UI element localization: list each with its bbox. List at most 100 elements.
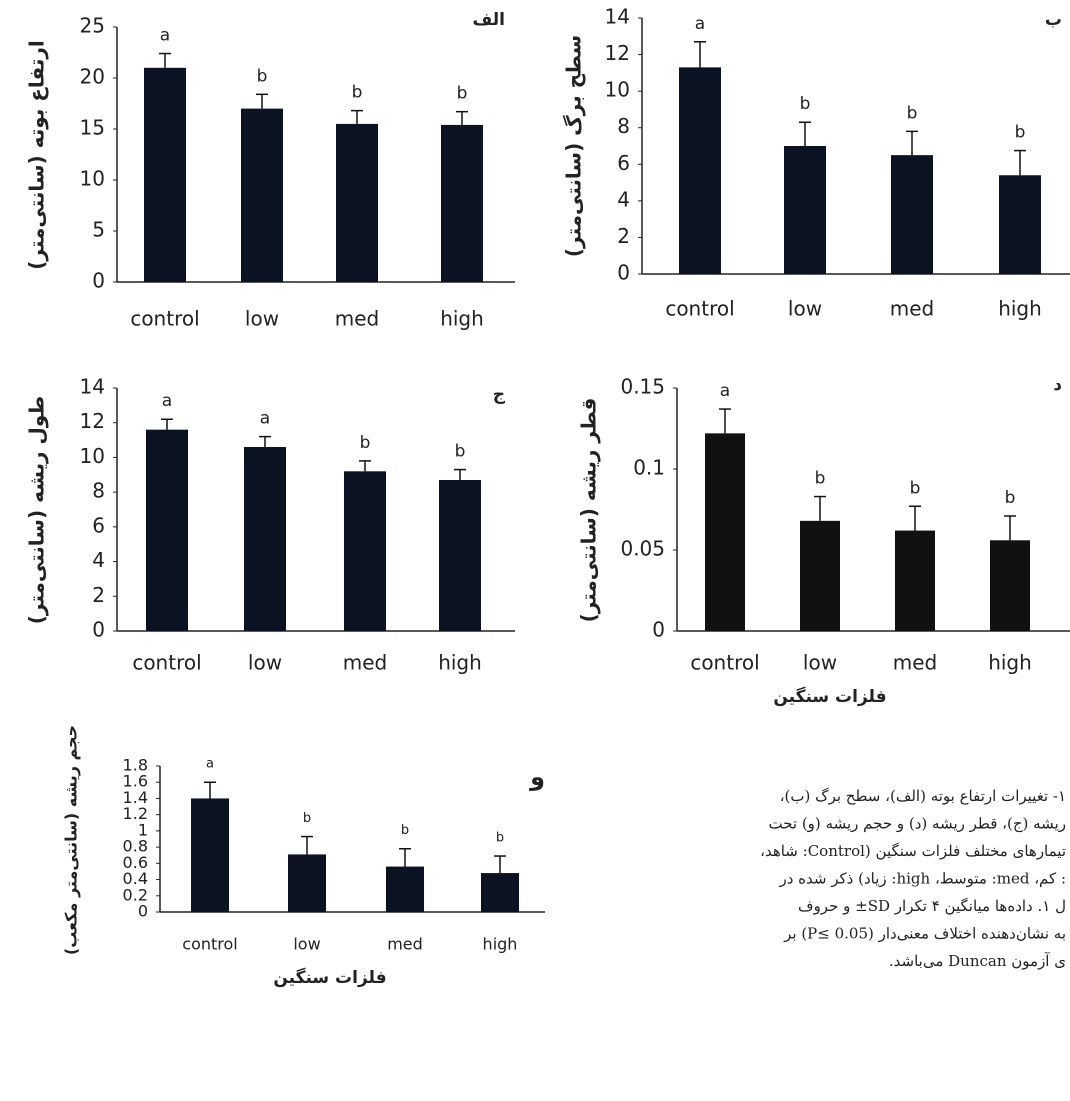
caption-line: ل ۱. داده‌ها میانگین ۴ تکرار SD± و حروف bbox=[798, 897, 1066, 915]
y-tick-label: 1 bbox=[138, 820, 148, 839]
y-tick-label: 0.15 bbox=[620, 375, 665, 399]
x-tick-label: control bbox=[132, 651, 201, 675]
y-tick-label: 0.6 bbox=[123, 853, 148, 872]
significance-letter: b bbox=[1015, 123, 1026, 143]
y-axis-title: حجم ریشه (سانتی‌متر مکعب) bbox=[62, 725, 81, 955]
bar bbox=[990, 540, 1030, 631]
y-tick-label: 0 bbox=[92, 269, 105, 293]
y-tick-label: 2 bbox=[92, 583, 105, 607]
significance-letter: a bbox=[695, 14, 705, 34]
x-tick-label: high bbox=[483, 935, 518, 954]
x-tick-label: high bbox=[438, 651, 482, 675]
significance-letter: a bbox=[160, 26, 170, 46]
significance-letter: b bbox=[496, 831, 504, 846]
panel-label: ج bbox=[493, 385, 506, 405]
significance-letter: b bbox=[907, 103, 918, 123]
x-tick-label: med bbox=[335, 307, 379, 331]
y-tick-label: 4 bbox=[92, 548, 105, 572]
bar bbox=[146, 429, 188, 631]
bar bbox=[784, 146, 826, 274]
y-tick-label: 25 bbox=[80, 14, 105, 38]
caption-line: تیمارهای مختلف فلزات سنگین (Control: شاه… bbox=[760, 842, 1066, 860]
panel-label: ب bbox=[1045, 10, 1062, 30]
bar bbox=[241, 108, 283, 282]
significance-letter: b bbox=[455, 442, 466, 462]
bar bbox=[244, 447, 286, 631]
bar bbox=[679, 67, 721, 274]
y-tick-label: 14 bbox=[80, 375, 105, 399]
significance-letter: b bbox=[910, 478, 921, 498]
y-tick-label: 6 bbox=[92, 513, 105, 537]
significance-letter: b bbox=[457, 84, 468, 104]
significance-letter: b bbox=[1005, 488, 1016, 508]
bar bbox=[800, 520, 840, 631]
x-tick-label: high bbox=[440, 307, 484, 331]
x-tick-label: control bbox=[130, 307, 199, 331]
panel-label: الف bbox=[473, 10, 505, 30]
bar bbox=[288, 854, 326, 912]
x-axis-title: فلزات سنگین bbox=[273, 967, 386, 988]
x-axis-title: فلزات سنگین bbox=[773, 686, 886, 707]
bar bbox=[895, 530, 935, 631]
caption-line: : کم، med: متوسط، high: زیاد) ذکر شده در bbox=[778, 870, 1066, 888]
y-tick-label: 0.4 bbox=[123, 869, 148, 888]
significance-letter: a bbox=[260, 409, 270, 429]
caption-line: ریشه (ج)، قطر ریشه (د) و حجم ریشه (و) تح… bbox=[768, 815, 1066, 833]
x-tick-label: med bbox=[387, 935, 423, 954]
bar bbox=[144, 67, 186, 282]
bar bbox=[336, 123, 378, 283]
bar bbox=[481, 873, 519, 912]
significance-letter: b bbox=[800, 94, 811, 114]
y-tick-label: 0.8 bbox=[123, 837, 148, 856]
x-tick-label: control bbox=[665, 297, 734, 321]
x-tick-label: low bbox=[803, 651, 837, 675]
bar bbox=[386, 866, 424, 912]
y-tick-label: 12 bbox=[605, 41, 630, 65]
y-tick-label: 10 bbox=[80, 444, 105, 468]
significance-letter: a bbox=[206, 757, 214, 772]
y-axis-title: سطح برگ (سانتی‌متر) bbox=[562, 35, 586, 257]
y-tick-label: 10 bbox=[80, 167, 105, 191]
y-tick-label: 0 bbox=[138, 902, 148, 921]
x-tick-label: high bbox=[988, 651, 1032, 675]
panel-label: د bbox=[1053, 375, 1062, 395]
y-tick-label: 1.2 bbox=[123, 804, 148, 823]
x-tick-label: med bbox=[890, 297, 934, 321]
bar bbox=[191, 798, 229, 912]
y-axis-title: طول ریشه (سانتی‌متر) bbox=[25, 396, 49, 625]
y-tick-label: 2 bbox=[617, 224, 630, 248]
x-tick-label: med bbox=[893, 651, 937, 675]
significance-letter: b bbox=[257, 66, 268, 86]
bar bbox=[344, 471, 386, 631]
y-tick-label: 0.05 bbox=[620, 537, 665, 561]
y-tick-label: 20 bbox=[80, 65, 105, 89]
y-tick-label: 4 bbox=[617, 187, 630, 211]
y-tick-label: 8 bbox=[92, 479, 105, 503]
significance-letter: a bbox=[720, 381, 730, 401]
bar bbox=[999, 175, 1041, 274]
x-tick-label: low bbox=[248, 651, 282, 675]
y-axis-title: قطر ریشه (سانتی‌متر) bbox=[577, 398, 601, 623]
significance-letter: b bbox=[352, 83, 363, 103]
panel-label: و bbox=[529, 763, 545, 791]
y-tick-label: 1.6 bbox=[123, 772, 148, 791]
bar bbox=[891, 155, 933, 274]
caption-line: به نشان‌دهنده اختلاف معنی‌دار (P≤ 0.05) … bbox=[783, 925, 1066, 943]
y-tick-label: 0 bbox=[92, 618, 105, 642]
y-tick-label: 10 bbox=[605, 78, 630, 102]
significance-letter: b bbox=[401, 823, 409, 838]
bar bbox=[441, 124, 483, 282]
y-tick-label: 1.8 bbox=[123, 756, 148, 775]
y-axis-title: ارتفاع بوته (سانتی‌متر) bbox=[25, 40, 49, 269]
x-tick-label: low bbox=[293, 935, 320, 954]
y-tick-label: 0.1 bbox=[633, 456, 665, 480]
x-tick-label: control bbox=[690, 651, 759, 675]
y-tick-label: 12 bbox=[80, 409, 105, 433]
significance-letter: b bbox=[815, 469, 826, 489]
y-tick-label: 0.2 bbox=[123, 885, 148, 904]
significance-letter: b bbox=[360, 433, 371, 453]
significance-letter: a bbox=[162, 391, 172, 411]
x-tick-label: med bbox=[343, 651, 387, 675]
bar bbox=[705, 433, 745, 631]
